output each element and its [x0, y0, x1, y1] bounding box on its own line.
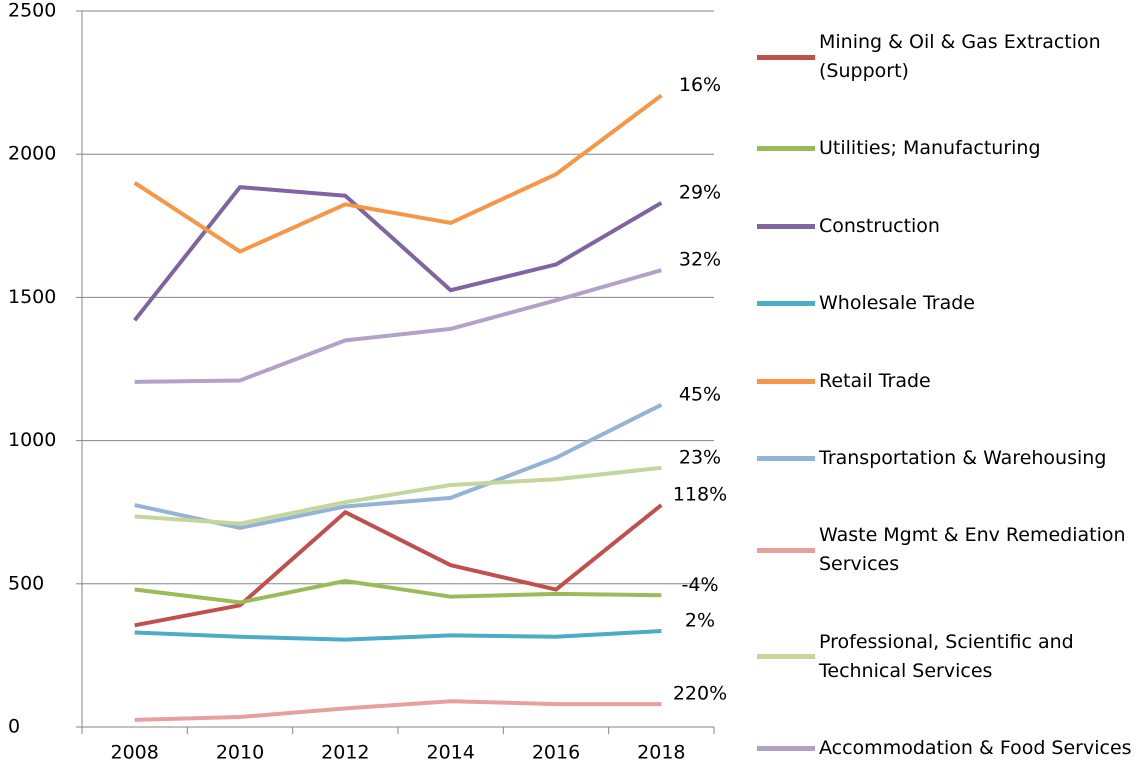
legend-label: Mining & Oil & Gas Extraction (Support): [819, 31, 1101, 82]
legend-swatch: [757, 146, 815, 152]
x-tick-label: 2008: [110, 742, 158, 764]
legend-swatch: [757, 54, 815, 60]
legend-item: Construction: [757, 212, 1142, 241]
y-tick-label: 1000: [8, 429, 56, 451]
legend-label: Utilities; Manufacturing: [819, 137, 1041, 160]
legend-label: Professional, Scientific and Technical S…: [819, 630, 1074, 682]
end-label: 32%: [679, 249, 721, 271]
x-tick-label: 2014: [426, 742, 474, 764]
legend-item: Retail Trade: [757, 367, 1142, 396]
end-label: -4%: [682, 574, 719, 596]
legend-swatch: [757, 547, 815, 553]
series-line: [134, 268, 662, 384]
series-line: [134, 629, 662, 642]
series-line: [133, 185, 663, 322]
legend-item: Wholesale Trade: [757, 289, 1142, 318]
legend-item: Accommodation & Food Services: [757, 734, 1142, 763]
legend-swatch: [757, 746, 815, 751]
legend-item: Professional, Scientific and Technical S…: [757, 628, 1142, 686]
legend-label: Retail Trade: [819, 369, 931, 392]
y-tick-label: 0: [8, 716, 20, 738]
x-tick-label: 2018: [637, 742, 685, 764]
legend-item: Waste Mgmt & Env Remediation Services: [757, 521, 1142, 579]
legend-swatch: [757, 654, 815, 660]
legend-label: Waste Mgmt & Env Remediation Services: [819, 524, 1126, 576]
legend-swatch: [757, 301, 815, 307]
legend-label: Construction: [819, 214, 940, 237]
end-label: 16%: [679, 74, 721, 96]
end-label: 23%: [679, 446, 721, 468]
x-tick-label: 2016: [532, 742, 580, 764]
y-tick-label: 2000: [8, 143, 56, 165]
end-label: 29%: [679, 181, 721, 203]
series-line: [134, 503, 663, 628]
x-tick-label: 2012: [321, 742, 369, 764]
end-label: 2%: [685, 610, 715, 632]
end-label: 220%: [673, 683, 727, 705]
series-line: [134, 403, 663, 530]
x-tick-label: 2010: [216, 742, 264, 764]
legend-swatch: [757, 223, 815, 229]
y-tick-label: 1500: [8, 286, 56, 308]
y-tick-label: 2500: [8, 0, 56, 22]
legend-label: Wholesale Trade: [819, 292, 975, 315]
legend-item: Transportation & Warehousing: [757, 444, 1142, 473]
legend-item: Utilities; Manufacturing: [757, 134, 1142, 163]
series-line: [133, 93, 663, 254]
legend: Mining & Oil & Gas Extraction (Support) U…: [757, 28, 1142, 763]
series-line: [134, 465, 662, 526]
y-tick-label: 500: [8, 572, 44, 594]
series-line: [134, 578, 662, 605]
end-label: 118%: [673, 484, 727, 506]
series-line: [134, 699, 662, 722]
legend-label: Transportation & Warehousing: [819, 446, 1107, 469]
legend-swatch: [757, 455, 815, 461]
end-label: 45%: [679, 383, 721, 405]
legend-swatch: [757, 378, 815, 384]
legend-label: Accommodation & Food Services: [819, 737, 1132, 759]
legend-item: Mining & Oil & Gas Extraction (Support): [757, 28, 1142, 86]
